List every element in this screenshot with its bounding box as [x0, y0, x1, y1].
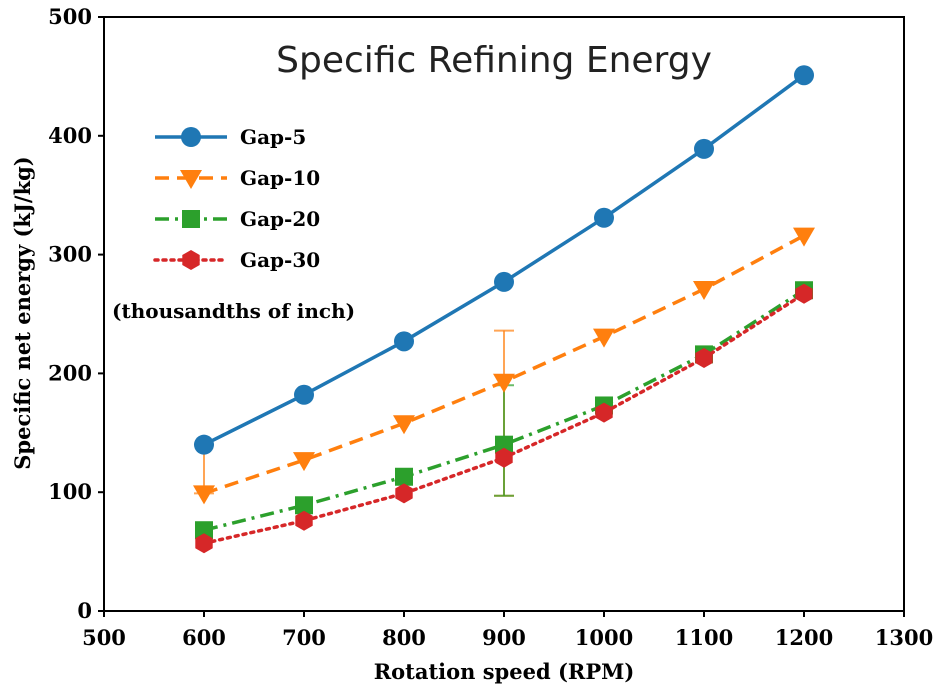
- legend-marker: [181, 127, 201, 147]
- data-point: [295, 496, 313, 515]
- x-tick-label: 600: [182, 625, 226, 650]
- x-tick-label: 800: [382, 625, 426, 650]
- legend-label: Gap-5: [240, 125, 306, 149]
- x-tick-label: 1200: [775, 625, 833, 650]
- data-point: [394, 331, 414, 352]
- data-point: [395, 483, 413, 504]
- data-point: [294, 384, 314, 405]
- legend: Gap-5 Gap-10 Gap-20 Gap-30: [153, 125, 320, 272]
- y-tick-label: 100: [48, 479, 92, 504]
- y-tick-label: 500: [48, 4, 92, 29]
- legend-marker: [180, 170, 202, 189]
- gap-unit-annotation: (thousandths of inch): [112, 299, 355, 323]
- data-point: [793, 227, 815, 247]
- data-point: [395, 467, 413, 486]
- data-point: [795, 283, 813, 304]
- data-point: [594, 207, 614, 228]
- legend-entry: Gap-20: [155, 207, 320, 231]
- series-layer: [193, 65, 815, 554]
- x-axis: 500 600 700 800 900 1000 1100 1200 1300: [82, 611, 933, 650]
- data-point: [794, 65, 814, 86]
- y-tick-label: 300: [48, 242, 92, 267]
- data-point: [595, 402, 613, 423]
- x-tick-label: 1100: [675, 625, 733, 650]
- data-point: [695, 348, 713, 368]
- y-tick-label: 0: [77, 598, 92, 623]
- data-point: [393, 415, 415, 435]
- data-point: [194, 434, 214, 455]
- x-tick-label: 1300: [875, 625, 933, 650]
- x-tick-label: 700: [282, 625, 326, 650]
- legend-entry: Gap-5: [155, 125, 306, 149]
- y-axis-label: Specific net energy (kJ/kg): [10, 156, 35, 470]
- data-point: [495, 435, 513, 454]
- x-tick-label: 1000: [575, 625, 633, 650]
- x-tick-label: 900: [482, 625, 526, 650]
- series-gap-10: [193, 227, 815, 505]
- data-point: [195, 521, 213, 540]
- data-point: [195, 533, 213, 554]
- data-point: [493, 373, 515, 393]
- series-gap-5: [194, 65, 814, 455]
- legend-entry: Gap-10: [155, 166, 320, 190]
- data-point: [495, 447, 513, 468]
- legend-marker: [182, 250, 200, 270]
- legend-label: Gap-20: [240, 207, 320, 231]
- legend-label: Gap-10: [240, 166, 320, 190]
- y-axis: 0 100 200 300 400 500: [48, 4, 104, 623]
- chart-title: Specific Refining Energy: [276, 40, 712, 81]
- data-point: [694, 138, 714, 159]
- data-point: [193, 485, 215, 505]
- data-point: [693, 281, 715, 301]
- x-tick-label: 500: [82, 625, 126, 650]
- y-tick-label: 400: [48, 123, 92, 148]
- legend-label: Gap-30: [240, 248, 320, 272]
- legend-marker: [182, 210, 200, 228]
- data-point: [593, 328, 615, 348]
- data-point: [494, 271, 514, 292]
- data-point: [295, 510, 313, 531]
- y-tick-label: 200: [48, 360, 92, 385]
- legend-entry: Gap-30: [153, 248, 320, 272]
- series-gap-30: [195, 283, 813, 554]
- data-point: [293, 452, 315, 472]
- x-axis-label: Rotation speed (RPM): [374, 659, 635, 684]
